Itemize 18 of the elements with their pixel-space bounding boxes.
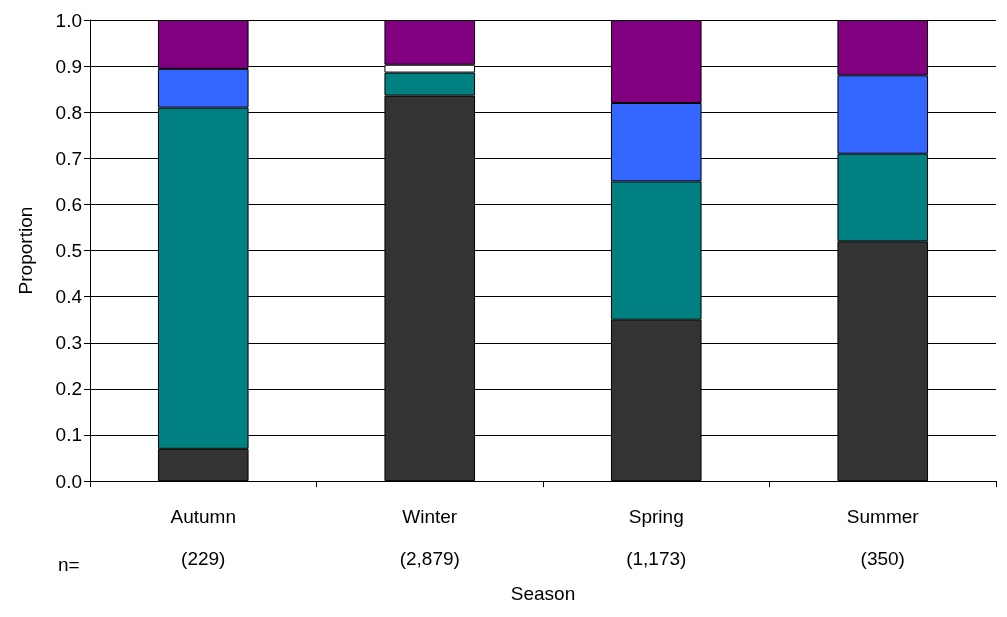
x-tick-label: Autumn (229): [170, 505, 236, 569]
x-tick-label: Spring (1,173): [626, 505, 687, 569]
y-tick-label: 0.6: [55, 193, 82, 215]
y-tick-label: 0.1: [55, 424, 82, 446]
x-tick-label: Winter (2,879): [399, 505, 460, 569]
x-tick-label: Summer (350): [846, 505, 920, 569]
y-tick-label: 0.0: [55, 470, 82, 492]
y-tick-label: 0.8: [55, 101, 82, 123]
y-tick-label: 0.4: [55, 286, 83, 308]
text: n=: [58, 554, 80, 575]
x-axis-title: Season: [510, 583, 576, 604]
y-tick-label: 0.7: [55, 147, 82, 169]
y-tick-label: 0.5: [55, 240, 82, 262]
y-tick-label: 1.0: [55, 9, 82, 31]
y-tick-label: 0.3: [55, 332, 82, 354]
y-tick-label: 0.9: [55, 55, 82, 77]
y-tick-label: 0.2: [55, 378, 82, 400]
y-axis-title: Proportion: [15, 206, 36, 295]
